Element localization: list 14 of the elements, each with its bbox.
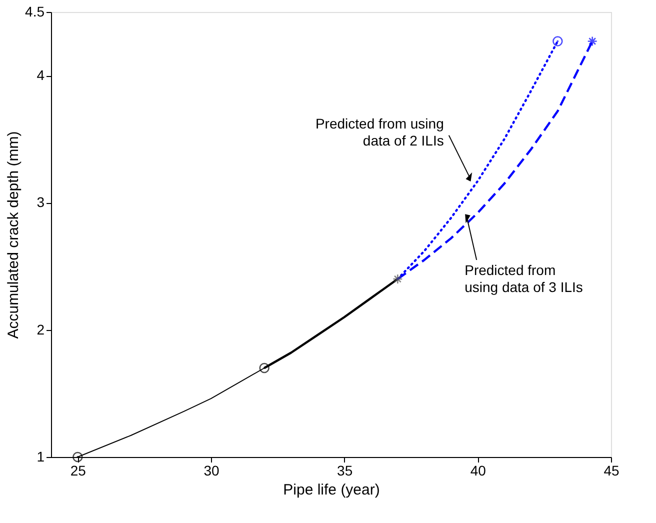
y-axis-title: Accumulated crack depth (mm) (5, 131, 22, 339)
x-tick-label: 25 (70, 462, 86, 478)
x-axis-title: Pipe life (year) (283, 482, 380, 498)
x-tick-label: 40 (470, 462, 486, 478)
x-tick-label: 30 (204, 462, 220, 478)
y-tick-label: 4.5 (25, 4, 45, 20)
y-tick-label: 3 (36, 194, 45, 210)
y-tick-label: 2 (36, 321, 45, 338)
y-tick-label: 4 (36, 67, 45, 84)
x-tick-label: 45 (604, 462, 620, 478)
annotation: Predicted from using data of 3 ILIs (464, 262, 583, 295)
y-tick-label: 1 (36, 448, 45, 464)
x-tick-label: 35 (337, 462, 353, 478)
annotation: Predicted from using data of 2 ILIs (315, 115, 444, 148)
